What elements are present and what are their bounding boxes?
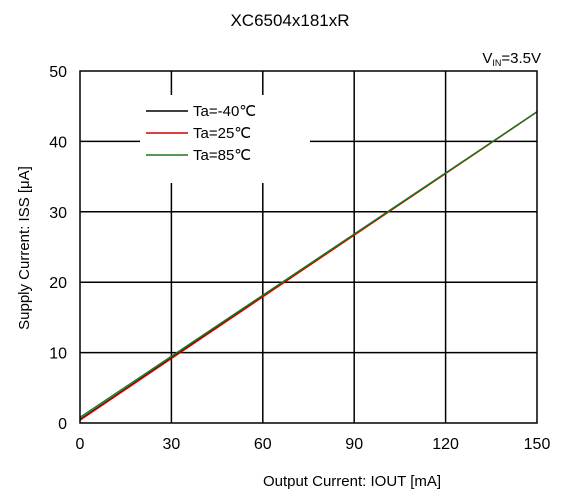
x-tick-label: 120 [432, 436, 459, 453]
chart-title: XC6504x181xR [230, 11, 349, 30]
x-tick-label: 30 [163, 436, 181, 453]
series-group [79, 111, 538, 421]
y-axis-label: Supply Current: ISS [μA] [16, 166, 33, 330]
x-axis-label: Output Current: IOUT [mA] [263, 473, 441, 490]
x-tick-label: 90 [345, 436, 363, 453]
y-tick-label: 20 [49, 275, 67, 292]
condition-suffix: =3.5V [501, 50, 541, 67]
y-tick-label: 30 [49, 205, 67, 222]
condition-prefix: V [482, 50, 492, 67]
y-tick-label: 0 [58, 416, 67, 433]
x-tick-label: 150 [524, 436, 551, 453]
series-line-2 [79, 111, 538, 418]
legend-label-2: Ta=85℃ [193, 147, 251, 164]
y-tick-label: 50 [49, 64, 67, 81]
x-tick-label: 60 [254, 436, 272, 453]
legend-label-1: Ta=25℃ [193, 125, 251, 142]
plot-frame [79, 70, 538, 424]
legend-box [140, 95, 310, 183]
y-tick-labels: 0 10 20 30 40 50 [49, 64, 67, 433]
y-tick-label: 10 [49, 346, 67, 363]
x-tick-labels: 0 30 60 90 120 150 [76, 436, 551, 453]
y-tick-label: 40 [49, 134, 67, 151]
legend: Ta=-40℃ Ta=25℃ Ta=85℃ [146, 103, 256, 164]
legend-label-0: Ta=-40℃ [193, 103, 256, 120]
condition-label: VIN=3.5V [482, 50, 541, 68]
condition-subscript: IN [492, 58, 501, 68]
x-tick-label: 0 [76, 436, 85, 453]
